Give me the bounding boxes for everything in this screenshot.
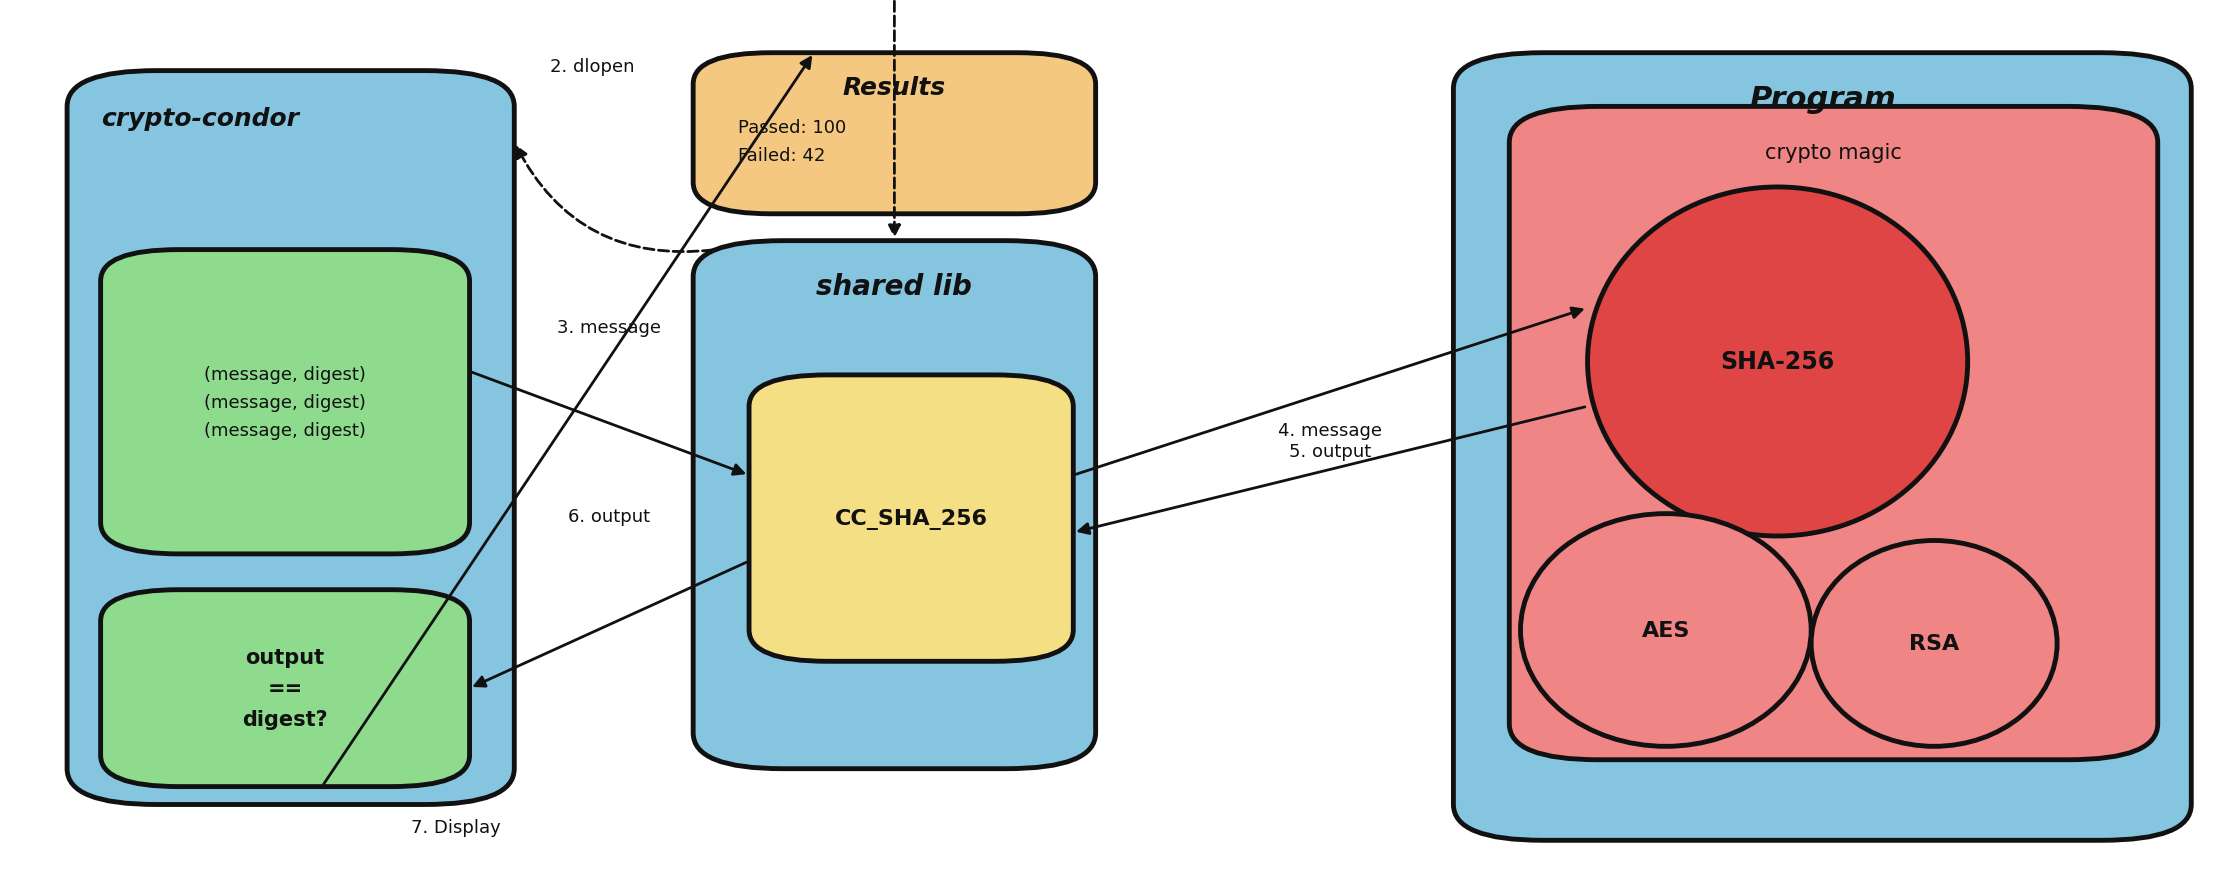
- Text: 3. message: 3. message: [557, 318, 662, 336]
- FancyArrowPatch shape: [472, 373, 745, 475]
- FancyBboxPatch shape: [67, 72, 514, 805]
- Text: (message, digest)
(message, digest)
(message, digest): (message, digest) (message, digest) (mes…: [203, 366, 367, 439]
- FancyBboxPatch shape: [1453, 54, 2191, 840]
- Ellipse shape: [1520, 514, 1811, 746]
- Text: CC_SHA_256: CC_SHA_256: [834, 508, 988, 529]
- FancyArrowPatch shape: [517, 148, 713, 252]
- Text: 7. Display: 7. Display: [411, 818, 501, 836]
- Text: Program: Program: [1749, 85, 1896, 114]
- Text: Passed: 100
Failed: 42: Passed: 100 Failed: 42: [738, 119, 845, 165]
- FancyArrowPatch shape: [1076, 308, 1581, 475]
- Text: 2. dlopen: 2. dlopen: [550, 58, 635, 76]
- Ellipse shape: [1588, 188, 1968, 536]
- FancyBboxPatch shape: [693, 241, 1096, 769]
- Ellipse shape: [1811, 541, 2057, 746]
- FancyArrowPatch shape: [1080, 408, 1585, 534]
- FancyArrowPatch shape: [324, 58, 812, 784]
- FancyBboxPatch shape: [749, 375, 1073, 662]
- FancyBboxPatch shape: [693, 54, 1096, 215]
- Text: AES: AES: [1641, 620, 1690, 640]
- Text: 5. output: 5. output: [1290, 443, 1371, 460]
- FancyArrowPatch shape: [890, 0, 899, 235]
- FancyBboxPatch shape: [101, 250, 470, 554]
- Text: shared lib: shared lib: [816, 273, 973, 300]
- FancyArrowPatch shape: [474, 562, 747, 687]
- FancyBboxPatch shape: [1509, 107, 2158, 760]
- Text: output
==
digest?: output == digest?: [241, 647, 329, 730]
- Text: crypto-condor: crypto-condor: [101, 107, 300, 131]
- Text: SHA-256: SHA-256: [1719, 350, 1836, 374]
- Text: RSA: RSA: [1910, 634, 1959, 654]
- Text: 6. output: 6. output: [568, 508, 651, 526]
- FancyBboxPatch shape: [101, 590, 470, 787]
- Text: 4. message: 4. message: [1279, 422, 1382, 440]
- Text: crypto magic: crypto magic: [1764, 143, 1903, 163]
- Text: Results: Results: [843, 76, 946, 100]
